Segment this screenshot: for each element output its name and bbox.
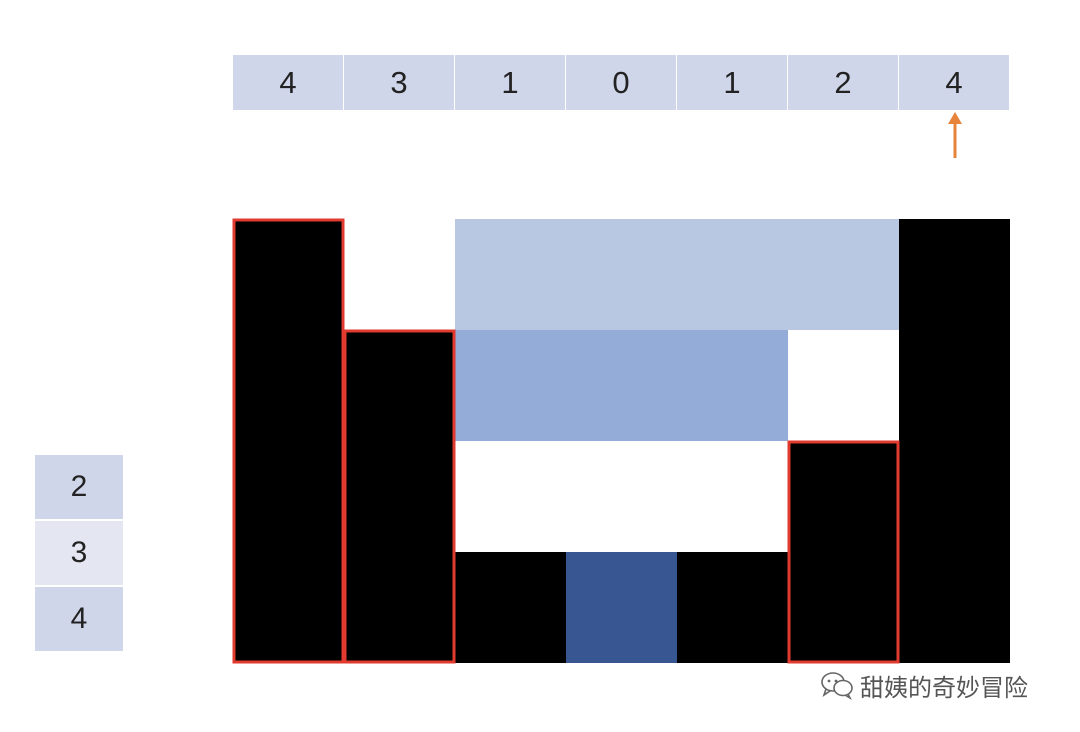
bar	[899, 219, 1010, 663]
array-cell: 1	[455, 55, 565, 110]
stack-cell: 2	[35, 455, 123, 519]
water-layer	[566, 552, 677, 663]
pointer-arrow-icon	[948, 112, 962, 158]
stack: 2 3 4	[35, 455, 123, 653]
highlighted-bar-outline	[787, 440, 900, 664]
array-cell: 4	[899, 55, 1009, 110]
array-cell: 3	[344, 55, 454, 110]
array-cell: 4	[233, 55, 343, 110]
stack-cell: 3	[35, 521, 123, 585]
bar	[344, 330, 455, 663]
bar	[455, 552, 566, 663]
watermark: 甜姨的奇妙冒险	[820, 668, 1028, 702]
bar	[788, 441, 899, 663]
highlighted-bar-outline	[232, 218, 345, 664]
stack-cell: 4	[35, 587, 123, 651]
bar	[233, 219, 344, 663]
array-cell: 0	[566, 55, 676, 110]
water-layer	[455, 219, 899, 330]
water-layer	[455, 330, 788, 441]
watermark-text: 甜姨的奇妙冒险	[860, 673, 1028, 702]
highlighted-bar-outline	[343, 329, 456, 664]
wechat-icon	[821, 672, 853, 700]
array-cell: 1	[677, 55, 787, 110]
height-array: 4 3 1 0 1 2 4	[233, 55, 1010, 110]
bar	[677, 552, 788, 663]
array-cell: 2	[788, 55, 898, 110]
